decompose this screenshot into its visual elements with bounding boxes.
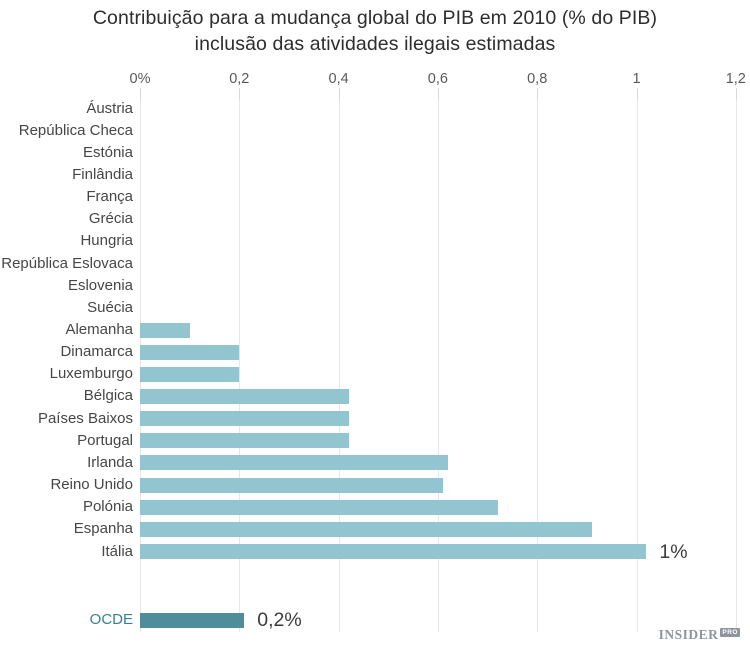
chart-title: Contribuição para a mudança global do PI… xyxy=(0,5,750,57)
category-label: Reino Unido xyxy=(50,476,133,493)
x-gridline xyxy=(140,100,141,632)
bar xyxy=(140,455,448,471)
category-label-ocde: OCDE xyxy=(89,611,133,628)
category-label: França xyxy=(86,188,133,206)
x-tick-label: 0,8 xyxy=(527,71,548,87)
x-tick-mark xyxy=(338,88,340,100)
value-label-ocde: 0,2% xyxy=(257,609,302,631)
category-label: Grécia xyxy=(88,210,133,228)
bar xyxy=(140,344,240,360)
x-tick-label: 0,4 xyxy=(328,71,349,87)
category-label: Irlanda xyxy=(87,453,133,471)
chart-title-line2: inclusão das atividades ilegais estimada… xyxy=(194,33,556,55)
x-gridline xyxy=(437,100,439,632)
x-tick-label: 1 xyxy=(632,71,641,87)
category-label: Dinamarca xyxy=(60,343,133,361)
category-label: Finlândia xyxy=(72,165,133,183)
bar xyxy=(140,521,592,537)
bar xyxy=(140,411,349,427)
bar xyxy=(140,388,349,404)
watermark-brand: INSIDER xyxy=(658,627,719,642)
category-label: República Checa xyxy=(18,121,133,139)
bar xyxy=(140,477,443,493)
x-tick-mark xyxy=(735,88,737,100)
category-label: Portugal xyxy=(77,431,133,449)
bar xyxy=(140,544,647,559)
x-tick-label: 0,2 xyxy=(229,71,250,87)
bar-ocde xyxy=(140,612,245,628)
x-gridline xyxy=(735,100,737,632)
bar xyxy=(140,499,498,515)
category-label: Alemanha xyxy=(65,321,133,338)
chart-title-line1: Contribuição para a mudança global do PI… xyxy=(92,7,658,29)
category-label: Polónia xyxy=(82,498,133,516)
x-tick-label: 0,6 xyxy=(427,71,448,87)
category-label: Áustria xyxy=(86,99,133,117)
x-gridline xyxy=(636,100,638,632)
category-label: Eslovenia xyxy=(67,276,133,294)
category-label: República Eslovaca xyxy=(1,254,133,272)
category-label: Estónia xyxy=(82,143,133,161)
x-tick-mark xyxy=(140,88,141,100)
category-label: Espanha xyxy=(73,520,133,538)
value-label: 1% xyxy=(659,540,688,563)
x-tick-mark xyxy=(239,88,241,100)
x-tick-mark xyxy=(537,88,539,100)
category-label: Luxemburgo xyxy=(49,365,133,383)
x-tick-mark xyxy=(636,88,638,100)
x-tick-label: 1,2 xyxy=(725,71,746,87)
category-label: Bélgica xyxy=(83,387,133,405)
x-tick-mark xyxy=(437,88,439,100)
bar xyxy=(140,433,349,449)
x-gridline xyxy=(338,100,340,632)
category-label: Suécia xyxy=(87,298,133,316)
x-gridline xyxy=(239,100,241,632)
x-tick-label: 0% xyxy=(129,71,151,87)
watermark-pro-badge: PRO xyxy=(720,627,740,637)
category-label: Países Baixos xyxy=(37,409,133,427)
category-label: Hungria xyxy=(80,232,133,250)
category-label: Itália xyxy=(101,542,133,560)
bar xyxy=(140,322,190,338)
x-gridline xyxy=(537,100,539,632)
watermark: INSIDER PRO xyxy=(659,627,740,643)
bar xyxy=(140,366,240,382)
